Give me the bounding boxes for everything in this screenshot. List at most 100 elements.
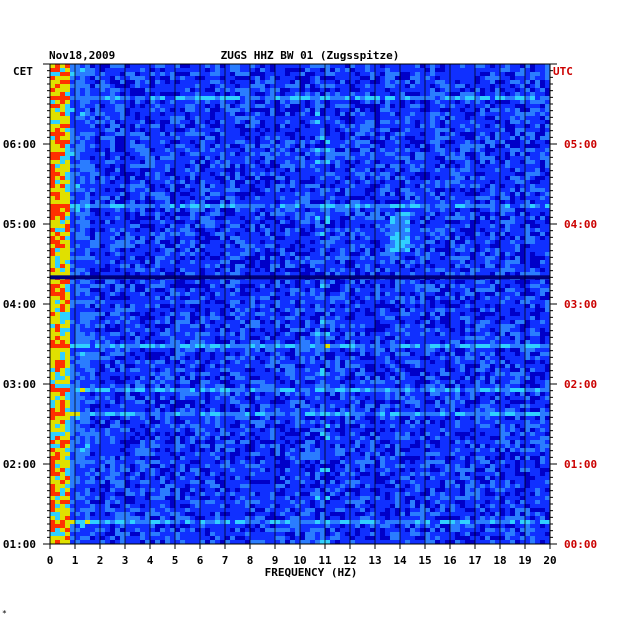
spectrogram-cell [305,148,310,152]
spectrogram-cell [425,152,430,156]
spectrogram-cell [410,76,415,80]
spectrogram-cell [130,116,135,120]
spectrogram-cell [295,96,300,100]
spectrogram-cell [520,140,525,144]
spectrogram-cell [95,156,100,160]
spectrogram-cell [300,84,305,88]
spectrogram-cell [140,164,145,168]
spectrogram-cell [540,196,545,200]
spectrogram-cell [270,108,275,112]
spectrogram-cell [275,80,280,84]
spectrogram-cell [295,248,300,252]
spectrogram-cell [505,188,510,192]
spectrogram-cell [365,136,370,140]
spectrogram-cell [295,152,300,156]
spectrogram-cell [420,252,425,256]
spectrogram-cell [385,260,390,264]
spectrogram-cell [465,76,470,80]
spectrogram-cell [180,260,185,264]
spectrogram-cell [455,116,460,120]
spectrogram-cell [485,92,490,96]
spectrogram-cell [485,120,490,124]
spectrogram-cell [380,244,385,248]
spectrogram-cell [485,168,490,172]
spectrogram-cell [465,132,470,136]
spectrogram-cell [85,72,90,76]
spectrogram-cell [545,84,550,88]
spectrogram-cell [465,228,470,232]
spectrogram-cell [430,220,435,224]
spectrogram-cell [515,68,520,72]
spectrogram-cell [75,120,80,124]
spectrogram-cell [425,116,430,120]
spectrogram-cell [440,196,445,200]
spectrogram-cell [325,124,330,128]
spectrogram-cell [125,220,130,224]
spectrogram-cell [190,184,195,188]
spectrogram-cell [120,112,125,116]
spectrogram-cell [275,228,280,232]
spectrogram-cell [340,96,345,100]
spectrogram-cell [450,232,455,236]
spectrogram-cell [55,168,60,172]
spectrogram-cell [415,208,420,212]
spectrogram-cell [460,220,465,224]
spectrogram-cell [460,248,465,252]
spectrogram-cell [355,92,360,96]
spectrogram-cell [255,88,260,92]
spectrogram-cell [325,260,330,264]
spectrogram-cell [435,224,440,228]
spectrogram-cell [115,228,120,232]
spectrogram-cell [310,188,315,192]
spectrogram-cell [445,152,450,156]
spectrogram-cell [190,124,195,128]
spectrogram-cell [405,116,410,120]
spectrogram-cell [215,160,220,164]
spectrogram-cell [70,172,75,176]
spectrogram-cell [495,168,500,172]
spectrogram-cell [520,160,525,164]
spectrogram-cell [350,204,355,208]
spectrogram-cell [145,172,150,176]
spectrogram-cell [325,200,330,204]
spectrogram-cell [75,112,80,116]
spectrogram-cell [230,252,235,256]
spectrogram-cell [135,156,140,160]
spectrogram-cell [540,72,545,76]
spectrogram-cell [505,208,510,212]
spectrogram-cell [425,260,430,264]
spectrogram-cell [445,228,450,232]
spectrogram-cell [200,256,205,260]
spectrogram-cell [255,212,260,216]
spectrogram-cell [225,260,230,264]
spectrogram-cell [60,140,65,144]
spectrogram-cell [95,168,100,172]
spectrogram-cell [375,124,380,128]
spectrogram-cell [510,148,515,152]
spectrogram-cell [495,200,500,204]
spectrogram-cell [145,244,150,248]
spectrogram-cell [510,236,515,240]
spectrogram-cell [95,224,100,228]
spectrogram-cell [320,156,325,160]
spectrogram-cell [385,228,390,232]
spectrogram-cell [105,260,110,264]
spectrogram-cell [295,76,300,80]
spectrogram-cell [485,240,490,244]
spectrogram-cell [210,188,215,192]
spectrogram-cell [320,100,325,104]
spectrogram-cell [275,200,280,204]
spectrogram-cell [95,120,100,124]
spectrogram-cell [390,180,395,184]
spectrogram-cell [155,156,160,160]
spectrogram-cell [245,104,250,108]
spectrogram-cell [250,220,255,224]
spectrogram-cell [170,152,175,156]
spectrogram-cell [505,124,510,128]
spectrogram-cell [240,248,245,252]
spectrogram-cell [85,240,90,244]
spectrogram-cell [90,232,95,236]
spectrogram-cell [105,252,110,256]
spectrogram-cell [200,168,205,172]
spectrogram-cell [535,180,540,184]
